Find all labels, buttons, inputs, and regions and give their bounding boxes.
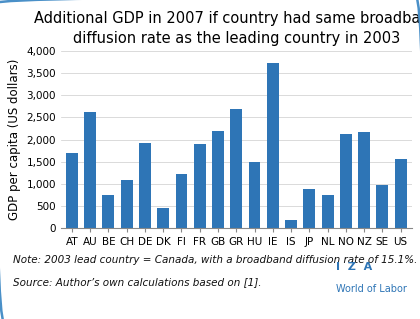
Bar: [176, 174, 187, 228]
Y-axis label: GDP per capita (US dollars): GDP per capita (US dollars): [8, 59, 21, 220]
Bar: [230, 109, 242, 228]
Bar: [139, 143, 151, 228]
Bar: [322, 195, 333, 228]
Title: Additional GDP in 2007 if country had same broadband
diffusion rate as the leadi: Additional GDP in 2007 if country had sa…: [34, 11, 420, 46]
Bar: [249, 162, 260, 228]
Text: World of Labor: World of Labor: [336, 284, 407, 294]
Bar: [267, 63, 279, 228]
Bar: [376, 185, 388, 228]
Bar: [194, 144, 206, 228]
Bar: [157, 208, 169, 228]
Bar: [340, 134, 352, 228]
Bar: [303, 189, 315, 228]
Bar: [212, 131, 224, 228]
Bar: [102, 195, 114, 228]
Bar: [395, 159, 407, 228]
Text: Note: 2003 lead country = Canada, with a broadband diffusion rate of 15.1%.: Note: 2003 lead country = Canada, with a…: [13, 255, 417, 265]
Text: I  Z  A: I Z A: [336, 262, 372, 271]
Bar: [285, 220, 297, 228]
Text: Source: Author’s own calculations based on [1].: Source: Author’s own calculations based …: [13, 278, 261, 287]
Bar: [66, 153, 78, 228]
Bar: [358, 132, 370, 228]
Bar: [121, 180, 133, 228]
Bar: [84, 112, 96, 228]
